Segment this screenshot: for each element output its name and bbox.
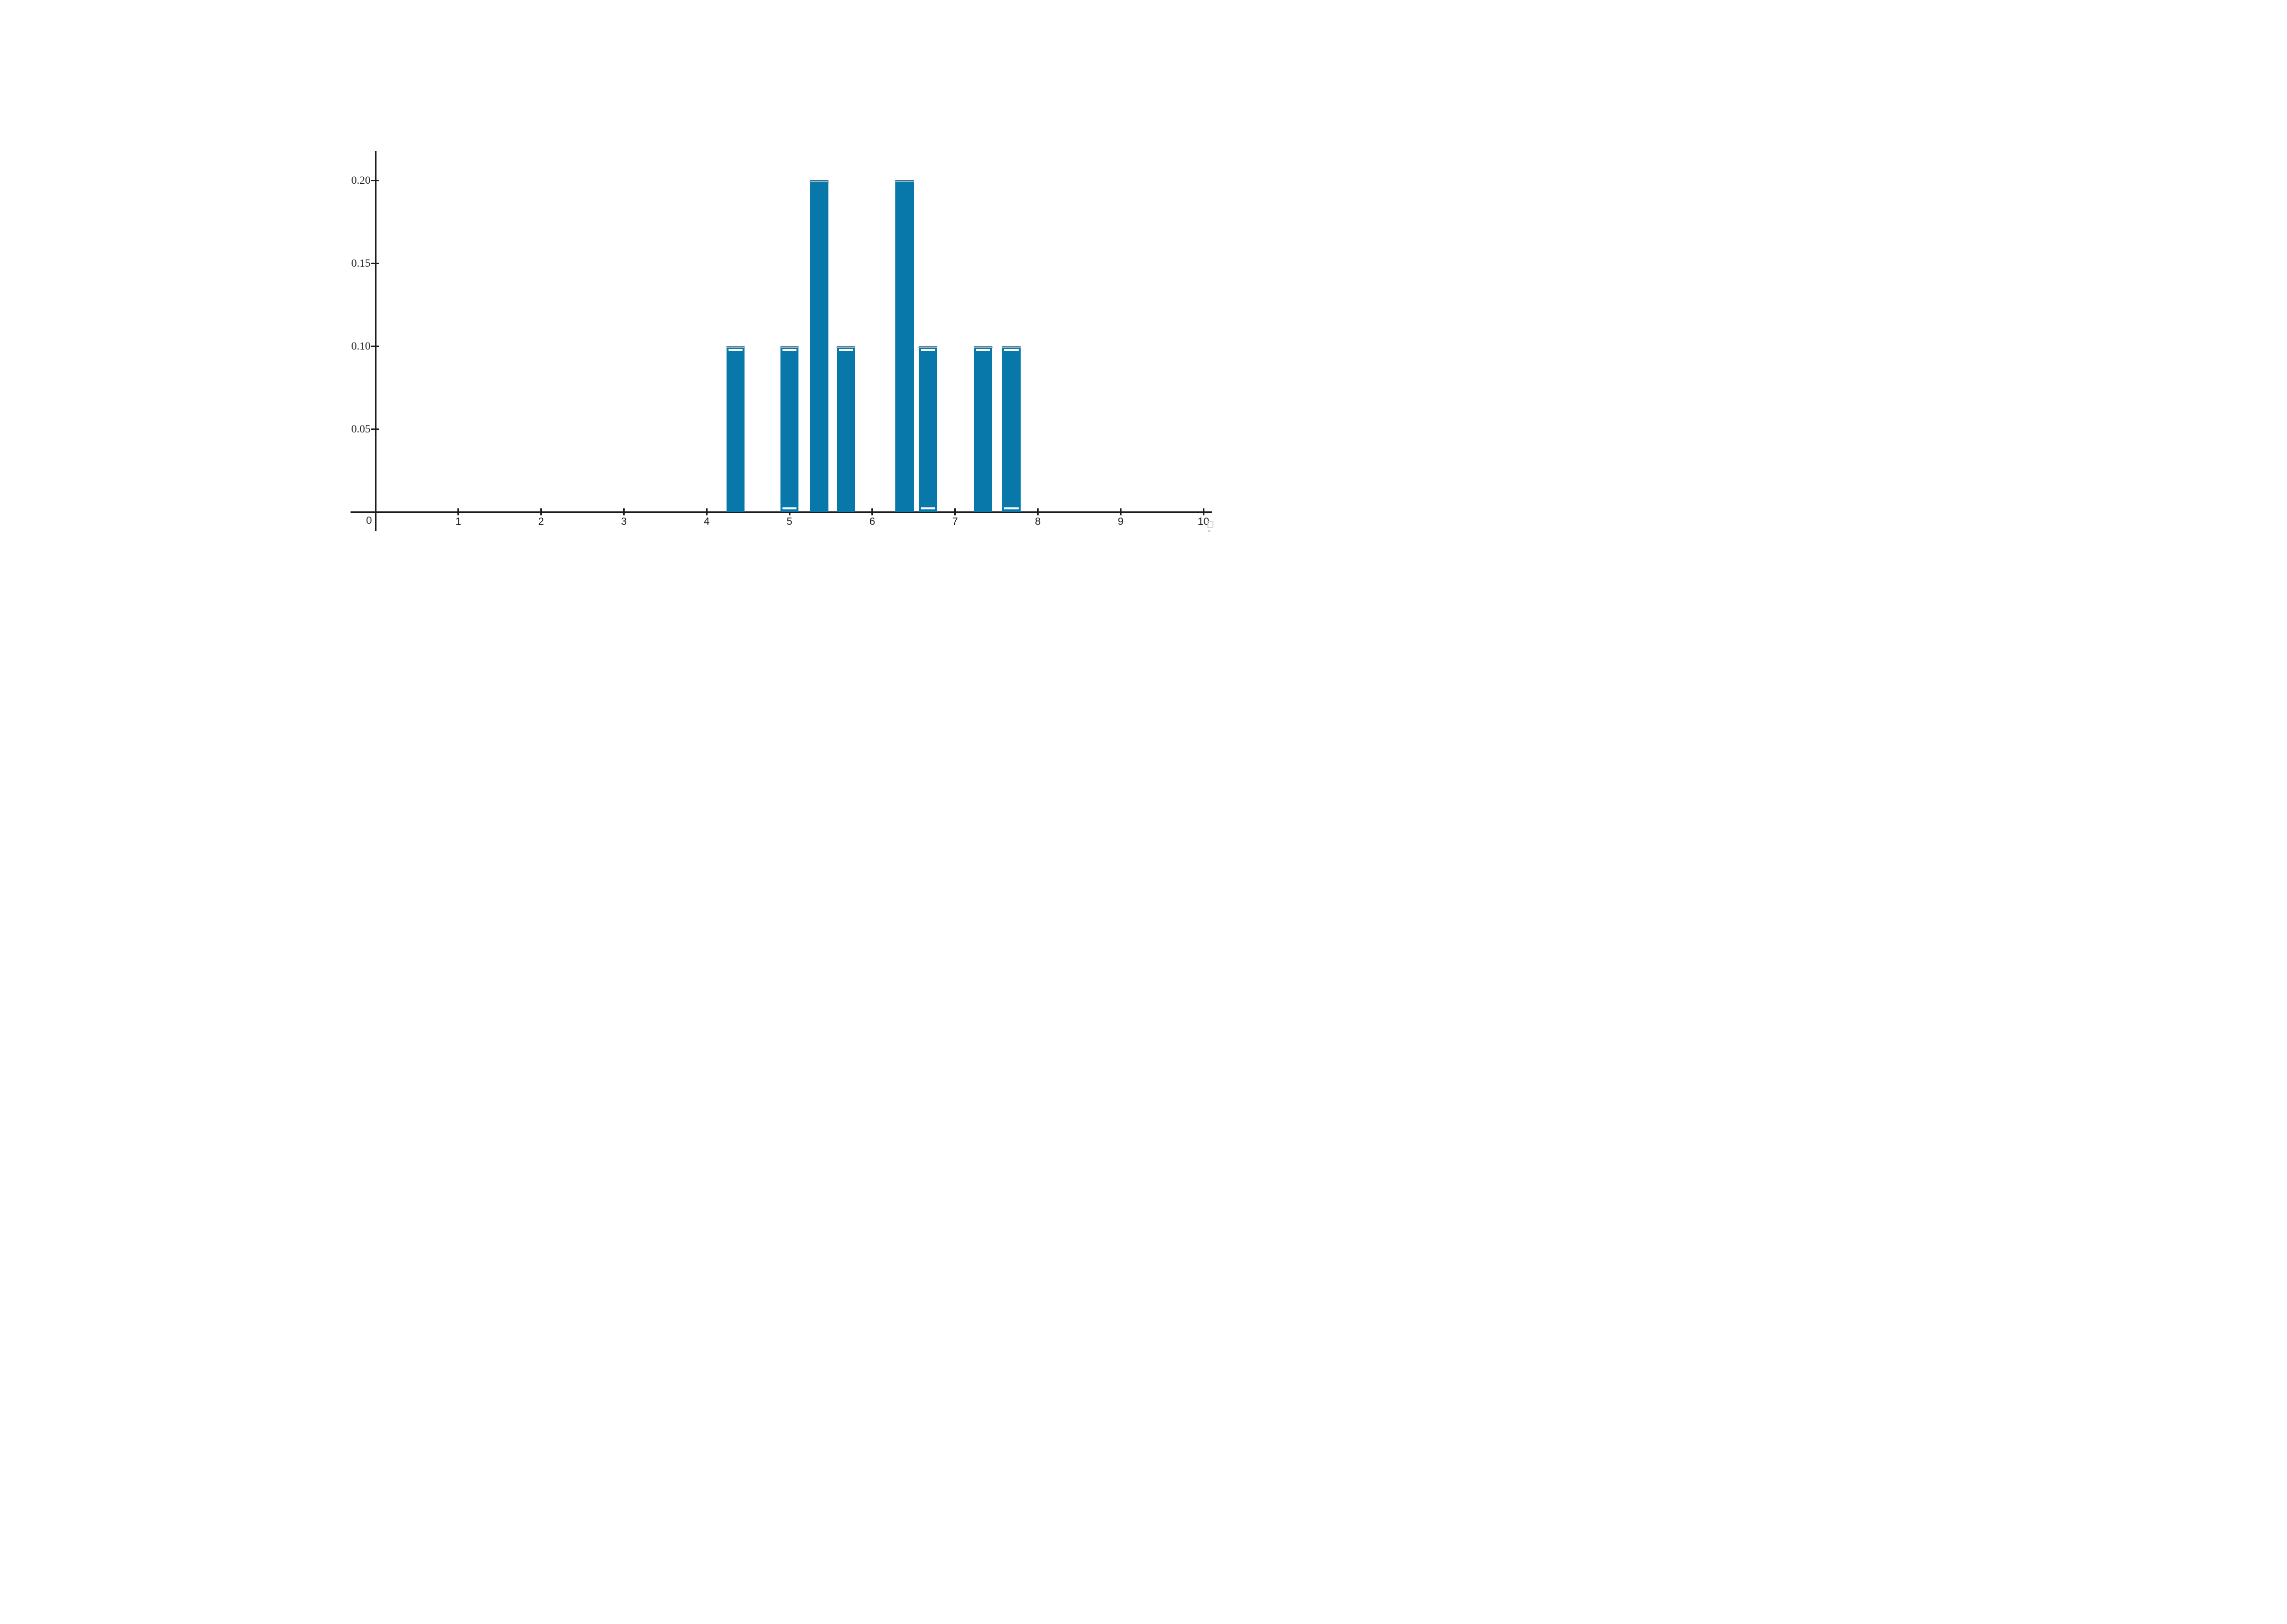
white-dash-bottom-marker: [782, 507, 797, 509]
white-dash-bottom-marker: [1004, 507, 1019, 509]
x-tick-label: 2: [538, 516, 544, 527]
x-tick-label: 3: [621, 516, 627, 527]
bar-top-cap-marker: [809, 181, 829, 182]
bar-top-cap-marker: [918, 347, 938, 348]
bar: [836, 346, 855, 512]
white-dash-top-marker: [728, 349, 743, 351]
bar: [974, 346, 993, 512]
origin-tick-label: 0: [366, 515, 372, 526]
white-dash-top-marker: [1004, 349, 1019, 351]
x-tick-label: 6: [869, 516, 875, 527]
x-axis-tick: [457, 508, 459, 515]
x-axis-line: [351, 511, 1212, 513]
bar-top-cap-marker: [779, 347, 799, 348]
x-tick-label: 9: [1118, 516, 1124, 527]
x-axis-tick: [788, 508, 790, 515]
bar: [810, 180, 828, 512]
y-tick-label: 0.20: [351, 174, 371, 186]
y-tick-label: 0.10: [351, 340, 371, 352]
x-axis-tick: [1037, 508, 1039, 515]
bar-top-cap-marker: [973, 347, 993, 348]
x-tick-label: 10: [1197, 516, 1209, 527]
white-dash-bottom-marker: [920, 507, 935, 509]
bar-top-cap-marker: [1002, 347, 1021, 348]
bar: [1002, 346, 1021, 512]
x-tick-label: 1: [455, 516, 461, 527]
x-axis-tick: [954, 508, 956, 515]
x-axis-tick: [540, 508, 542, 515]
bar: [918, 346, 937, 512]
x-axis-tick: [623, 508, 625, 515]
y-axis-tick: [371, 179, 379, 181]
x-tick-label: 7: [952, 516, 958, 527]
bar-top-cap-marker: [895, 181, 914, 182]
bar: [895, 180, 914, 512]
x-axis-tick: [1120, 508, 1122, 515]
y-axis-tick: [371, 428, 379, 430]
x-axis-tick: [871, 508, 873, 515]
bar: [726, 346, 745, 512]
x-tick-label: 8: [1035, 516, 1041, 527]
white-dash-top-marker: [838, 349, 853, 351]
bar: [780, 346, 799, 512]
white-dash-top-marker: [782, 349, 797, 351]
white-dash-top-marker: [920, 349, 935, 351]
x-tick-label: 5: [786, 516, 792, 527]
bar-top-cap-marker: [726, 347, 746, 348]
x-tick-label: 4: [704, 516, 710, 527]
y-axis-tick: [371, 262, 379, 264]
white-dash-top-marker: [976, 349, 991, 351]
y-axis-tick: [371, 345, 379, 347]
y-axis-line: [375, 151, 377, 531]
faint-artifact-box: [1207, 521, 1213, 528]
bar-top-cap-marker: [836, 347, 855, 348]
x-axis-tick: [1202, 508, 1204, 515]
y-tick-label: 0.15: [351, 257, 371, 269]
faint-artifact-dot: [1208, 530, 1210, 532]
x-axis-tick: [706, 508, 708, 515]
y-tick-label: 0.05: [351, 422, 371, 435]
